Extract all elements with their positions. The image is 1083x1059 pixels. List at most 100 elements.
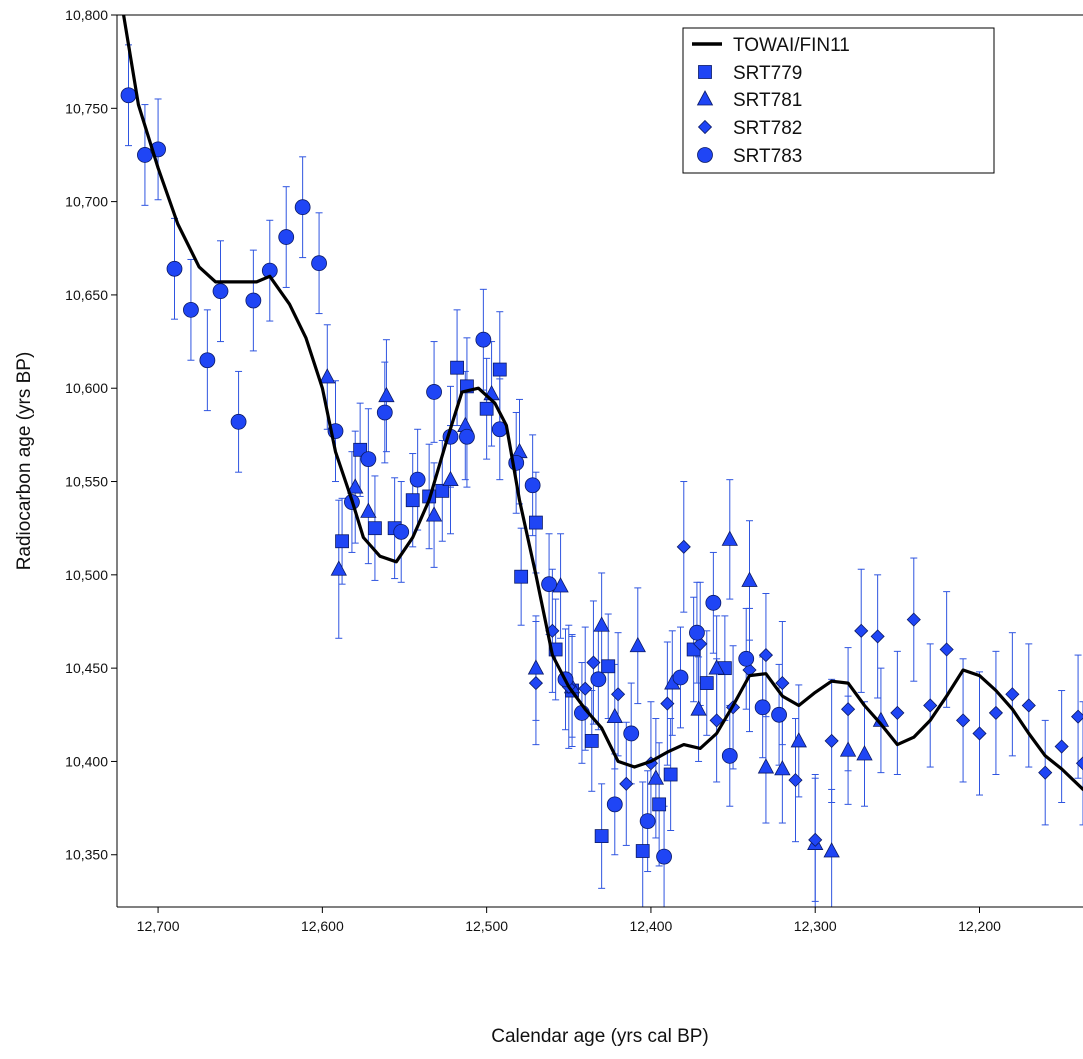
marker-srt783	[606, 796, 623, 813]
marker-srt782	[1075, 756, 1083, 771]
x-tick-label: 12,200	[958, 918, 1001, 934]
legend-marker-srt781	[696, 90, 714, 106]
marker-srt783	[245, 292, 262, 309]
marker-srt782	[693, 636, 708, 651]
legend-label-srt782: SRT782	[733, 118, 802, 139]
marker-srt783	[656, 848, 672, 865]
marker-srt781	[690, 700, 707, 716]
legend-marker-srt779	[698, 65, 712, 79]
marker-srt783	[230, 413, 247, 430]
marker-srt781	[378, 386, 395, 403]
marker-srt782	[758, 648, 773, 663]
marker-srt782	[528, 676, 543, 691]
marker-srt783	[183, 301, 199, 318]
marker-srt779	[635, 844, 650, 858]
marker-srt781	[839, 741, 857, 757]
y-tick-label: 10,550	[65, 474, 108, 490]
marker-srt783	[278, 229, 295, 245]
marker-srt783	[689, 624, 705, 641]
marker-srt782	[854, 623, 869, 638]
y-tick-label: 10,600	[65, 380, 108, 396]
y-tick-label: 10,500	[65, 567, 108, 583]
marker-srt783	[623, 725, 640, 742]
marker-srt782	[619, 776, 634, 791]
marker-srt782	[788, 773, 803, 788]
marker-srt782	[709, 713, 724, 728]
marker-srt779	[368, 521, 382, 536]
x-axis-title: Calendar age (yrs cal BP)	[491, 1026, 709, 1047]
marker-srt781	[647, 769, 665, 785]
axes: 12,700 12,600 12,500 12,400 12,300 12,200 10,…	[65, 7, 1083, 934]
marker-srt781	[856, 745, 873, 761]
marker-srt783	[393, 524, 410, 540]
y-tick-label: 10,400	[65, 753, 108, 769]
marker-srt781	[330, 560, 347, 576]
legend-label-srt779: SRT779	[733, 63, 802, 84]
marker-srt783	[294, 199, 311, 216]
marker-srt783	[721, 747, 738, 764]
marker-srt782	[956, 713, 971, 728]
marker-srt779	[529, 515, 543, 530]
marker-srt782	[890, 705, 905, 720]
y-tick-label: 10,750	[65, 100, 108, 116]
marker-srt782	[1054, 739, 1069, 754]
marker-srt781	[593, 616, 610, 632]
marker-srt782	[808, 832, 823, 847]
marker-srt781	[442, 470, 459, 487]
plot-area	[120, 15, 1083, 907]
marker-srt779	[492, 362, 507, 377]
marker-srt779	[699, 676, 714, 690]
curve-towai-fin11	[122, 15, 1083, 791]
x-tick-label: 12,500	[465, 918, 508, 934]
marker-srt782	[972, 726, 987, 741]
marker-srt779	[601, 659, 616, 674]
marker-srt781	[629, 636, 646, 653]
y-tick-label: 10,350	[65, 847, 108, 863]
marker-srt783	[705, 594, 722, 611]
y-tick-label: 10,650	[65, 287, 108, 303]
x-tick-label: 12,700	[137, 918, 180, 934]
marker-srt782	[939, 642, 954, 657]
legend: TOWAI/FIN11 SRT779 SRT781 SRT782 SRT783	[682, 27, 995, 174]
marker-srt783	[524, 477, 541, 494]
marker-srt782	[988, 705, 1003, 720]
marker-srt781	[360, 502, 377, 518]
marker-srt783	[376, 404, 393, 421]
marker-srt779	[594, 829, 609, 843]
marker-srt779	[584, 734, 599, 748]
marker-srt783	[541, 576, 557, 593]
marker-srt783	[212, 283, 229, 300]
marker-srt779	[450, 360, 464, 375]
marker-srt783	[459, 428, 475, 445]
y-tick-label: 10,450	[65, 660, 108, 676]
marker-srt783	[639, 813, 656, 830]
marker-srt779	[335, 534, 349, 549]
marker-srt779	[405, 493, 420, 508]
marker-srt783	[590, 671, 607, 688]
marker-srt783	[426, 384, 442, 400]
y-ticks: 10,350 10,400 10,450 10,500 10,550 10,600 10,6…	[65, 7, 117, 863]
y-tick-label: 10,700	[65, 194, 108, 210]
marker-srt781	[790, 732, 807, 748]
legend-label-srt781: SRT781	[733, 90, 802, 111]
x-tick-label: 12,400	[630, 918, 673, 934]
x-tick-label: 12,600	[301, 918, 344, 934]
y-tick-label: 10,800	[65, 7, 108, 23]
legend-marker-srt783	[697, 147, 713, 163]
marker-srt779	[479, 401, 494, 416]
marker-srt779	[435, 483, 450, 498]
marker-srt781	[823, 842, 840, 858]
legend-label-srt783: SRT783	[733, 146, 802, 167]
marker-srt782	[578, 681, 593, 696]
x-tick-label: 12,300	[794, 918, 837, 934]
marker-srt782	[660, 696, 675, 711]
marker-srt782	[611, 687, 626, 702]
marker-srt782	[923, 698, 938, 713]
marker-srt783	[754, 699, 771, 716]
legend-label-towai-fin11: TOWAI/FIN11	[733, 35, 850, 56]
marker-srt781	[708, 659, 725, 675]
data-markers	[120, 87, 1083, 865]
marker-srt783	[672, 669, 689, 686]
